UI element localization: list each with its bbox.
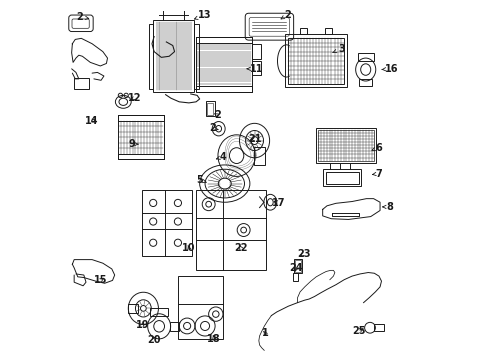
Bar [325, 172, 358, 184]
Text: 19: 19 [135, 320, 149, 330]
Bar [294, 260, 300, 272]
Text: 11: 11 [246, 64, 263, 74]
Bar [316, 128, 376, 163]
Bar [74, 78, 89, 89]
Bar [194, 24, 198, 89]
Bar [373, 324, 383, 331]
Text: 23: 23 [296, 248, 310, 258]
Bar [196, 86, 251, 92]
Text: 24: 24 [289, 263, 303, 273]
Text: 5: 5 [196, 175, 206, 185]
Bar [206, 103, 213, 115]
Text: 10: 10 [182, 243, 195, 253]
Bar [318, 130, 373, 161]
Bar [253, 147, 265, 165]
Text: 2: 2 [208, 123, 218, 133]
Text: 12: 12 [128, 93, 142, 103]
Text: 21: 21 [248, 134, 262, 144]
Text: 9: 9 [128, 139, 138, 149]
Text: 16: 16 [381, 64, 397, 74]
Bar [284, 35, 346, 87]
Text: 18: 18 [207, 333, 221, 343]
Text: 6: 6 [371, 143, 382, 153]
Bar [118, 154, 164, 159]
Bar [196, 37, 251, 92]
Text: 3: 3 [332, 44, 344, 54]
Bar [357, 53, 373, 60]
Text: 14: 14 [85, 116, 99, 126]
Bar [205, 101, 214, 116]
Bar [150, 308, 168, 316]
Text: 4: 4 [216, 152, 226, 162]
Text: 8: 8 [382, 202, 392, 212]
Bar [359, 78, 371, 86]
Bar [128, 304, 138, 313]
Bar [118, 116, 164, 159]
Bar [178, 276, 223, 338]
Bar [322, 169, 361, 186]
Text: 15: 15 [93, 275, 107, 285]
Bar [196, 190, 265, 270]
Bar [169, 321, 179, 330]
Text: 20: 20 [147, 334, 161, 345]
Bar [251, 61, 260, 76]
Bar [118, 116, 164, 121]
Text: 25: 25 [352, 325, 365, 336]
Text: 2: 2 [76, 12, 89, 22]
Bar [292, 273, 298, 281]
Text: 2: 2 [214, 111, 221, 121]
Text: 7: 7 [372, 168, 382, 179]
Text: 13: 13 [194, 10, 211, 20]
Text: 17: 17 [271, 198, 285, 208]
Bar [293, 259, 301, 273]
Bar [300, 28, 306, 35]
Text: 2: 2 [281, 10, 290, 20]
Bar [153, 21, 194, 92]
Bar [142, 190, 191, 256]
Bar [287, 38, 343, 84]
Text: 22: 22 [234, 243, 247, 253]
Text: 1: 1 [262, 328, 268, 338]
Bar [196, 37, 251, 43]
Bar [148, 24, 153, 89]
Bar [251, 44, 260, 59]
Bar [325, 28, 331, 35]
